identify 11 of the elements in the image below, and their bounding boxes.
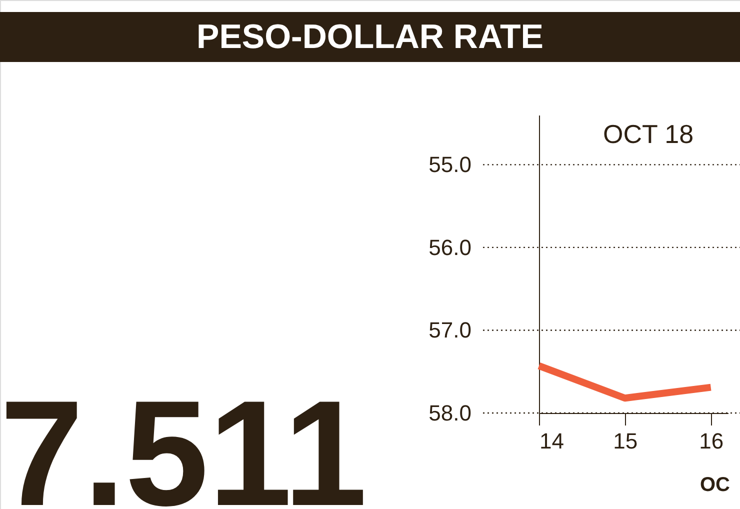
x-axis-title: OC (700, 474, 730, 496)
y-tick-label: 55.0 (428, 152, 472, 178)
y-tick-label: 57.0 (428, 318, 472, 343)
y-tick-label: 56.0 (428, 234, 472, 260)
x-tick-label: 16 (699, 428, 724, 454)
x-tick-label: 15 (613, 428, 638, 454)
chart-subtitle: OCT 18 (603, 119, 694, 149)
text: 7.511 (0, 369, 368, 509)
chart-title: PESO-DOLLAR RATE (196, 18, 544, 56)
y-tick-label: 58.0 (428, 400, 472, 426)
x-tick-label: 14 (540, 428, 564, 454)
